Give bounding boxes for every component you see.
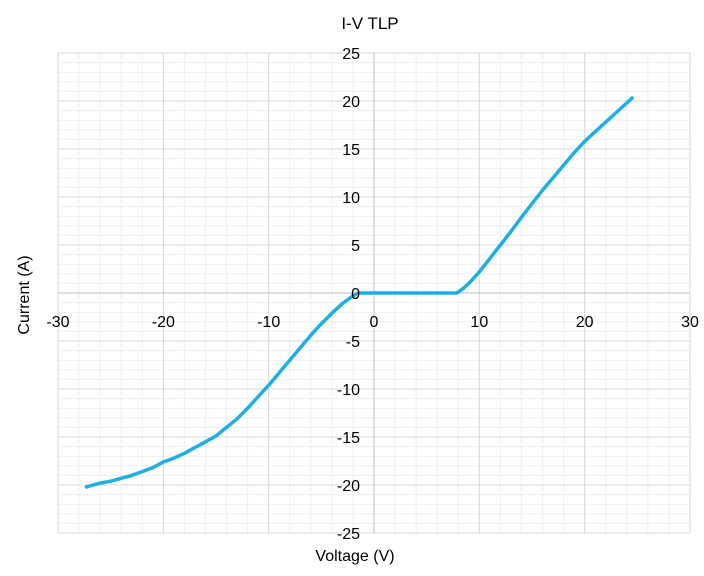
chart-title: I-V TLP [341,14,398,33]
tick-labels: -30 -20 -10 0 10 20 30 -25 -20 -15 -10 -5 0 5 10 15 20 25 [46,46,699,543]
y-tick-label: 25 [342,46,360,63]
data-point [593,130,597,134]
data-point [319,322,323,326]
data-point [461,286,466,290]
data-point [161,460,165,464]
data-point [425,291,429,295]
y-tick-label: 10 [342,190,360,207]
data-point [182,451,186,455]
data-point [151,466,155,470]
data-point [340,301,344,306]
data-point [224,425,229,429]
x-tick-label: 20 [576,314,594,331]
y-tick-label: -20 [337,478,360,495]
y-tick-label: -25 [337,526,360,543]
x-tick-label: -20 [152,314,175,331]
data-point [356,291,360,295]
x-tick-label: 10 [470,314,488,331]
data-point [267,383,271,387]
data-point [351,294,355,298]
data-point [498,243,502,247]
y-axis-label: Current (A) [16,255,33,334]
data-point [298,346,302,350]
data-point [109,479,113,483]
x-tick-label: -10 [257,314,280,331]
data-point [456,290,460,294]
data-point [551,176,555,180]
data-point [372,291,376,295]
data-point [214,434,218,438]
data-point [488,256,492,261]
data-point [361,291,366,295]
data-point [562,163,566,167]
data-point [235,417,239,421]
data-point [540,188,545,192]
data-point [367,291,371,295]
data-point [519,215,524,219]
data-point [393,291,397,295]
data-point [477,270,481,274]
x-tick-label: 30 [681,314,699,331]
y-tick-label: 0 [351,286,360,303]
data-point [277,371,281,375]
data-point [414,291,418,295]
data-point [246,406,250,410]
data-point [140,469,144,474]
x-tick-label: -30 [46,314,69,331]
y-tick-label: 5 [351,238,360,255]
data-point [446,291,450,295]
data-point [172,456,176,460]
data-point [382,291,387,295]
y-tick-label: -10 [337,382,360,399]
y-tick-label: 15 [342,142,360,159]
data-point [309,333,313,337]
y-tick-label: -15 [337,430,360,447]
x-tick-label: 0 [370,314,379,331]
data-point [630,96,634,100]
data-point [203,440,208,444]
x-axis-label: Voltage (V) [315,548,394,565]
data-point [572,151,576,155]
data-point [84,485,89,489]
data-point [98,481,102,485]
data-point [119,476,123,480]
data-point [193,445,197,450]
data-point [404,291,408,295]
data-point [614,110,618,115]
data-point [467,281,471,285]
data-point [583,139,587,143]
data-point [330,311,334,315]
data-point [604,120,608,124]
data-point [509,229,513,234]
data-point [256,395,260,399]
data-point [130,473,134,477]
data-point [625,101,629,105]
y-tick-label: -5 [346,334,360,351]
data-point [288,358,292,362]
series-layer [84,96,634,489]
data-point [435,291,439,295]
y-tick-label: 20 [342,94,360,111]
data-point [530,202,534,206]
